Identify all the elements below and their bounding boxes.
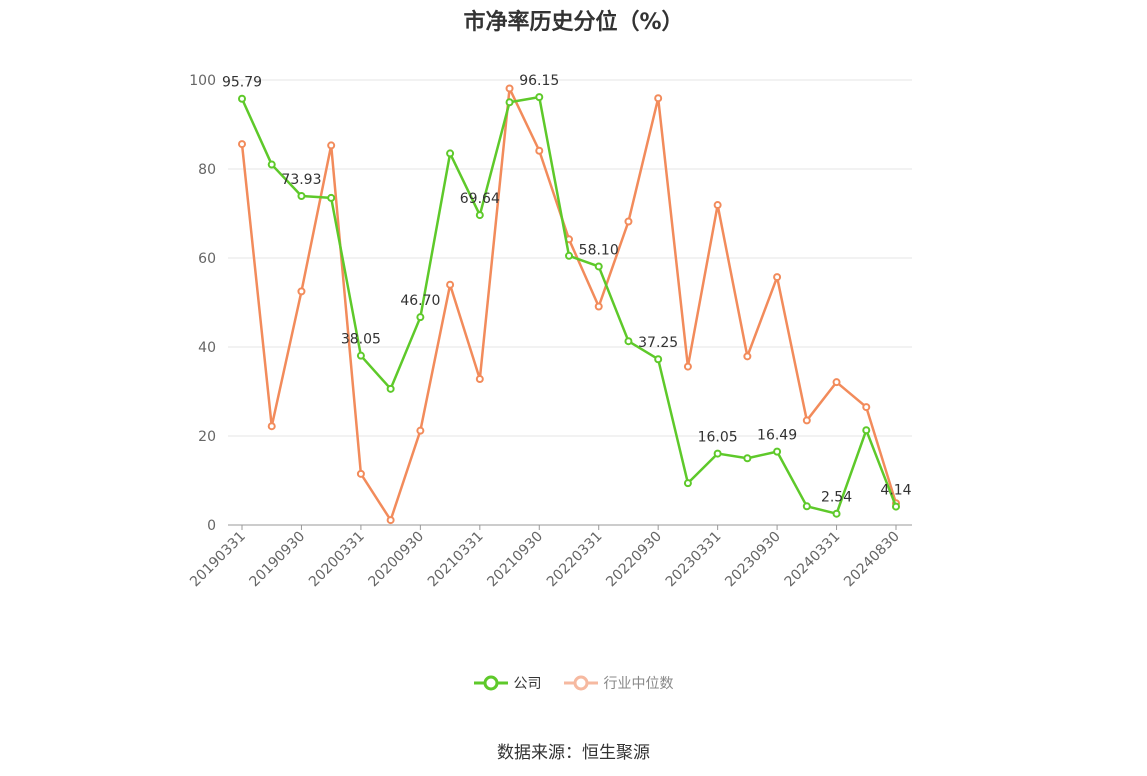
data-label: 58.10 [579,242,619,258]
x-tick-label: 20240830 [841,529,903,591]
data-point-industry-median [683,362,692,371]
data-point-company [535,93,544,102]
data-point-company [594,262,603,271]
x-tick-label: 20190331 [187,529,249,591]
data-label: 2.54 [821,490,852,506]
data-point-industry-median [446,280,455,289]
y-tick-label: 100 [189,73,216,89]
data-label: 38.05 [341,332,381,348]
x-tick-label: 20220930 [603,529,665,591]
data-source-note: 数据来源：恒生聚源 [497,743,650,763]
data-point-company [773,447,782,456]
data-label: 37.25 [638,335,678,351]
data-point-company [416,313,425,322]
y-tick-label: 20 [198,429,216,445]
data-label: 16.49 [757,428,797,444]
data-point-company [862,426,871,435]
data-point-industry-median [297,287,306,296]
x-tick-label: 20220331 [544,529,606,591]
data-point-industry-median [654,94,663,103]
legend-item-company[interactable]: 公司 [473,673,542,693]
data-label: 73.93 [281,172,321,188]
data-point-company [356,351,365,360]
series [238,84,900,525]
data-point-industry-median [267,422,276,431]
data-point-company [683,479,692,488]
data-point-industry-median [416,426,425,435]
data-point-industry-median [475,375,484,384]
data-point-industry-median [505,84,514,93]
data-label: 96.15 [519,73,559,89]
x-tick-label: 20230930 [722,529,784,591]
data-labels: 95.79 73.93 38.05 46.70 69.64 96.15 58.10 37.25… [222,73,912,506]
data-point-industry-median [773,273,782,282]
data-point-industry-median [832,378,841,387]
data-point-company [297,192,306,201]
series-line-industry-median [240,87,898,522]
data-point-industry-median [594,302,603,311]
data-point-company [654,355,663,364]
x-tick-label: 20200930 [365,529,427,591]
x-tick-label: 20210930 [484,529,546,591]
data-point-company [238,94,246,103]
y-tick-label: 60 [198,251,216,267]
data-label: 16.05 [698,430,738,446]
data-point-company [743,454,752,463]
data-point-industry-median [327,141,336,150]
data-point-company [802,502,811,511]
legend-item-industry-median[interactable]: 行业中位数 [563,673,674,693]
y-tick-label: 40 [198,340,216,356]
data-point-company [565,251,573,260]
data-label: 46.70 [400,293,440,309]
data-point-company [832,509,841,518]
legend-industry-marker-icon [563,675,598,691]
data-point-company [475,211,484,220]
data-point-company [327,193,336,202]
data-point-industry-median [238,140,246,149]
x-tick-label: 20230331 [663,529,725,591]
data-point-industry-median [386,516,395,525]
data-point-industry-median [356,469,365,478]
data-point-company [713,449,722,458]
chart-title: 市净率历史分位（%） [463,10,684,35]
data-point-company [505,98,514,107]
data-point-industry-median [624,217,633,226]
data-point-company [624,337,633,346]
x-tick-label: 20240331 [782,529,844,591]
data-point-company [267,160,276,169]
legend-company-marker-icon [473,675,508,691]
legend: 公司 行业中位数 [0,673,1147,693]
x-tick-label: 20190930 [247,529,309,591]
data-point-industry-median [802,416,811,425]
series-line-company [240,95,898,515]
x-tick-label: 20210331 [425,529,487,591]
data-point-industry-median [862,403,871,412]
data-label: 69.64 [460,191,500,207]
x-tick-label: 20200331 [306,529,368,591]
legend-company-label: 公司 [513,676,542,692]
y-tick-label: 80 [198,162,216,178]
data-label: 95.79 [222,75,262,91]
y-tick-label: 0 [207,518,216,534]
data-point-company [892,502,900,511]
legend-industry-label: 行业中位数 [603,676,674,692]
data-point-company [446,149,455,158]
data-label: 4.14 [880,483,911,499]
data-point-company [386,384,395,393]
data-point-industry-median [535,146,544,155]
data-point-industry-median [743,352,752,361]
data-point-industry-median [713,201,722,210]
